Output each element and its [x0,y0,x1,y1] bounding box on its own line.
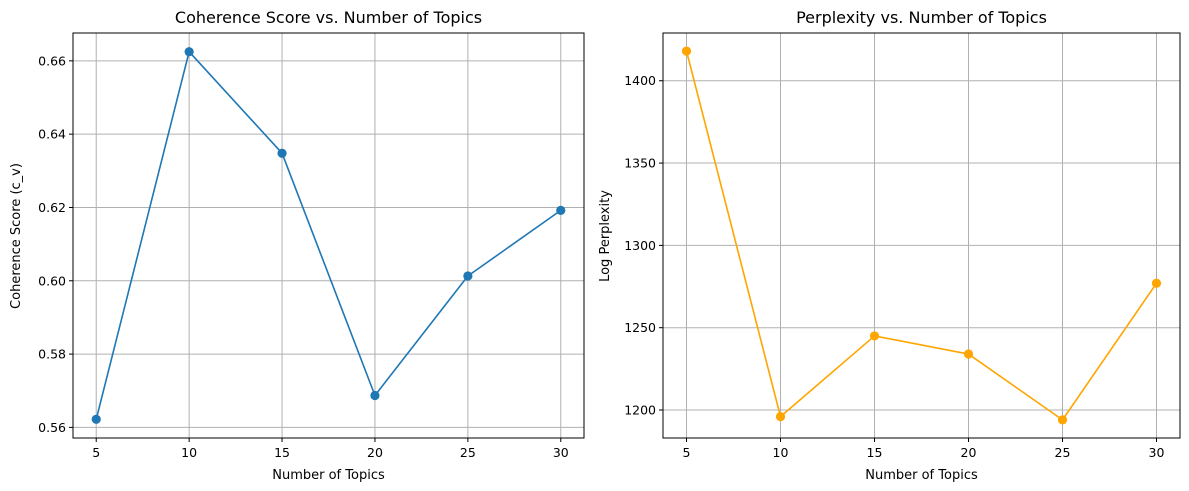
perplexity-data-point-2 [869,331,880,341]
coherence-axes-frame [72,32,585,439]
perplexity-y-tick-label-2: 1300 [624,238,656,253]
perplexity-y-tick-label-0: 1200 [624,403,656,418]
coherence-y-axis-label: Coherence Score (c_v) [9,163,24,309]
coherence-chart-title: Coherence Score vs. Number of Topics [175,8,482,27]
coherence-x-tick-label-5: 30 [553,445,569,460]
coherence-y-tick-label-2: 0.60 [38,273,66,288]
coherence-x-axis-label: Number of Topics [272,468,385,483]
coherence-y-tick-label-4: 0.64 [38,127,66,142]
coherence-x-tick-label-0: 5 [92,445,100,460]
coherence-y-tick-label-0: 0.56 [38,420,66,435]
perplexity-x-tick-label-1: 10 [773,445,789,460]
coherence-data-point-1 [184,47,194,57]
perplexity-x-axis-label: Number of Topics [865,468,978,483]
coherence-data-point-2 [277,148,287,158]
perplexity-data-point-3 [963,349,974,359]
perplexity-x-tick-label-0: 5 [683,445,691,460]
perplexity-chart-title: Perplexity vs. Number of Topics [796,8,1047,27]
coherence-y-tick-label-5: 0.66 [38,53,66,68]
perplexity-chart-panel: Perplexity vs. Number of Topics Number o… [598,8,1181,483]
coherence-chart-panel: Coherence Score vs. Number of Topics Num… [9,8,585,483]
coherence-data-point-4 [463,271,473,281]
perplexity-x-tick-label-2: 15 [867,445,883,460]
coherence-x-tick-label-3: 20 [367,445,383,460]
coherence-data-point-3 [370,390,380,401]
perplexity-data-point-0 [681,46,692,56]
perplexity-data-point-1 [775,411,786,422]
perplexity-y-tick-label-4: 1400 [624,73,656,88]
coherence-data-point-0 [91,414,101,424]
coherence-y-tick-label-1: 0.58 [38,347,66,362]
perplexity-x-tick-label-3: 20 [961,445,977,460]
perplexity-x-tick-label-4: 25 [1055,445,1071,460]
perplexity-y-tick-label-3: 1350 [624,156,656,171]
perplexity-data-point-4 [1057,415,1068,425]
perplexity-y-axis-label: Log Perplexity [598,190,613,282]
coherence-x-tick-label-4: 25 [460,445,476,460]
coherence-x-tick-label-1: 10 [181,445,197,460]
perplexity-axes-frame [662,32,1181,439]
coherence-series-line-0 [95,50,562,420]
coherence-y-tick-label-3: 0.62 [38,200,66,215]
perplexity-x-tick-label-5: 30 [1149,445,1165,460]
perplexity-y-tick-label-1: 1250 [624,320,656,335]
perplexity-data-point-5 [1151,278,1162,288]
perplexity-series-line-0 [685,50,1158,421]
coherence-x-tick-label-2: 15 [274,445,290,460]
coherence-data-point-5 [556,205,566,215]
